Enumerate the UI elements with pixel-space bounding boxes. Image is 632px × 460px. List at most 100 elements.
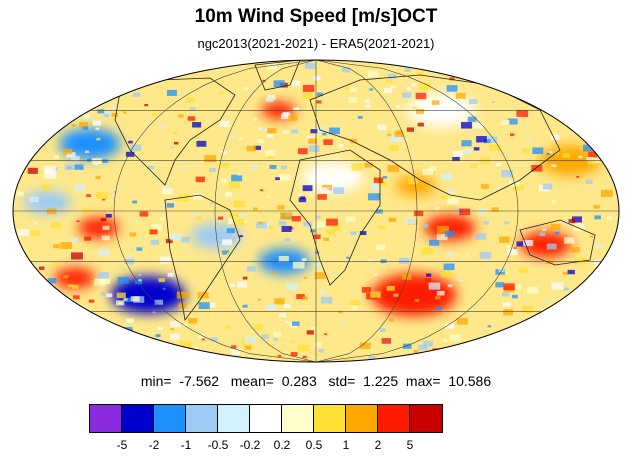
- field-cell: [521, 305, 534, 313]
- field-cell: [408, 178, 419, 185]
- field-cell: [273, 80, 285, 88]
- field-cell: [368, 259, 373, 262]
- field-cell: [415, 92, 427, 100]
- field-cell: [73, 295, 80, 300]
- field-cell: [166, 203, 175, 208]
- field-cell: [326, 229, 336, 236]
- field-cell: [480, 184, 489, 189]
- field-cell: [506, 245, 511, 248]
- field-cell: [429, 166, 437, 171]
- field-cell: [383, 88, 393, 94]
- field-cell: [323, 237, 329, 242]
- field-cell: [151, 112, 158, 117]
- field-cell: [71, 124, 76, 127]
- field-cell: [340, 321, 345, 325]
- field-cell: [135, 279, 143, 285]
- field-cell: [194, 213, 200, 217]
- field-cell: [95, 192, 108, 200]
- field-cell: [296, 294, 305, 300]
- field-cell: [144, 103, 149, 107]
- field-cell: [50, 222, 61, 229]
- field-cell: [88, 299, 95, 303]
- field-cell: [203, 77, 209, 81]
- field-cell: [333, 187, 345, 194]
- field-cell: [331, 225, 341, 232]
- field-cell: [301, 258, 307, 261]
- field-cell: [461, 121, 472, 129]
- field-cell: [272, 271, 277, 274]
- field-cell: [30, 230, 41, 236]
- field-cell: [291, 80, 301, 86]
- field-cell: [350, 299, 360, 306]
- field-cell: [253, 324, 263, 330]
- field-cell: [479, 251, 492, 259]
- field-cell: [418, 344, 428, 351]
- field-cell: [496, 186, 502, 190]
- field-cell: [63, 148, 73, 155]
- field-cell: [516, 109, 529, 117]
- field-cell: [378, 181, 388, 187]
- field-cell: [91, 158, 102, 165]
- field-cell: [379, 328, 386, 332]
- field-cell: [310, 229, 316, 233]
- field-cell: [267, 226, 273, 230]
- field-cell: [122, 111, 127, 114]
- field-cell: [95, 175, 101, 180]
- field-cell: [170, 146, 174, 149]
- field-cell: [95, 127, 100, 130]
- field-cell: [375, 209, 383, 214]
- field-cell: [210, 337, 218, 342]
- field-cell: [154, 299, 164, 305]
- field-cell: [554, 231, 560, 235]
- longitude-line: [214, 60, 317, 362]
- field-cell: [422, 224, 429, 228]
- field-cell: [518, 267, 528, 273]
- field-cell: [500, 274, 506, 278]
- field-cell: [178, 114, 184, 118]
- field-cell: [283, 304, 291, 309]
- field-cell: [507, 248, 518, 256]
- field-cell: [450, 334, 461, 341]
- field-cell: [515, 184, 525, 190]
- field-cell: [150, 239, 159, 245]
- field-cell: [499, 236, 510, 243]
- field-cell: [388, 217, 397, 223]
- field-cell: [449, 77, 455, 81]
- field-cell: [412, 106, 417, 110]
- field-cell: [314, 342, 322, 347]
- field-cell: [434, 296, 441, 300]
- map-field: [13, 60, 619, 362]
- field-cell: [440, 173, 453, 180]
- field-cell: [250, 165, 258, 170]
- field-cell: [267, 196, 271, 199]
- field-cell: [573, 224, 586, 232]
- colorbar-tick-label: -2: [148, 438, 160, 452]
- field-cell: [305, 62, 316, 70]
- field-cell: [233, 200, 246, 208]
- field-cell: [539, 232, 546, 237]
- field-cell: [64, 164, 74, 170]
- field-cell: [351, 163, 364, 171]
- field-cell: [373, 273, 378, 276]
- field-cell: [47, 278, 57, 284]
- field-cell: [441, 270, 453, 278]
- field-cell: [428, 282, 441, 290]
- field-cell: [173, 131, 178, 134]
- field-cell: [440, 195, 447, 199]
- field-cell: [33, 222, 38, 225]
- page-subtitle: ngc2013(2021-2021) - ERA5(2021-2021): [197, 36, 435, 51]
- field-cell: [29, 196, 39, 203]
- field-cell: [586, 156, 594, 162]
- field-cell: [225, 192, 232, 197]
- field-cell: [346, 256, 350, 259]
- field-cell: [319, 290, 326, 294]
- field-cell: [368, 355, 376, 361]
- field-cell: [231, 345, 237, 349]
- field-cell: [155, 334, 161, 338]
- colorbar-segment: [346, 405, 378, 432]
- field-cell: [290, 61, 295, 64]
- field-cell: [126, 318, 134, 324]
- field-cell: [44, 171, 57, 179]
- field-cell: [318, 348, 324, 353]
- field-cell: [259, 189, 264, 192]
